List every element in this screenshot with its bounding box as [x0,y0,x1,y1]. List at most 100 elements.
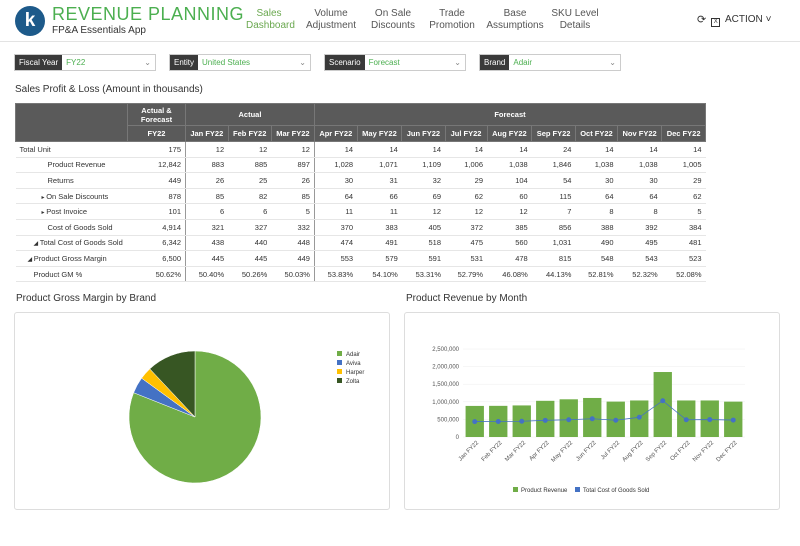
pl-title: Sales Profit & Loss (Amount in thousands… [15,84,203,95]
cogs-point[interactable] [566,417,572,423]
table-cell: 405 [401,219,445,236]
table-cell: 60 [487,188,532,205]
table-cell: 25 [228,172,272,189]
nav-sku-level-details[interactable]: SKU Level Details [551,8,599,31]
cogs-point[interactable] [519,418,525,424]
table-cell: 64 [575,188,618,205]
nav-volume-adjustment[interactable]: Volume Adjustment [305,8,357,31]
rev-bar-chart: 0 500,000 1,000,000 1,500,000 2,000,000 2,500… [432,347,745,494]
x-tick-label: Jul FY22 [600,440,621,461]
table-cell: 53.83% [314,266,358,283]
rev-chart-title: Product Revenue by Month [406,293,528,304]
revenue-bar[interactable] [653,372,672,437]
table-cell: 64 [617,188,662,205]
table-cell: 856 [531,219,576,236]
table-cell: 1,005 [661,157,706,174]
table-cell: 14 [575,141,618,158]
y-tick-label: 0 [456,435,460,441]
expand-toggle-icon[interactable]: ▸ [41,210,47,217]
cogs-point[interactable] [707,417,713,423]
x-tick-label: Nov FY22 [692,440,716,464]
table-cell: 54.10% [357,266,402,283]
app-header: k REVENUE PLANNING FP&A Essentials App S… [0,0,800,42]
table-cell: 52.08% [661,266,706,283]
nav-base-assumptions[interactable]: Base Assumptions [486,8,544,31]
table-cell: 50.40% [185,266,229,283]
table-cell: 4,914 [127,219,186,236]
refresh-icon[interactable]: ⟳ [697,14,707,26]
table-cell: 31 [357,172,402,189]
chevron-down-icon: ⌄ [454,58,461,67]
column-header: Jul FY22 [444,125,488,142]
expand-toggle-icon[interactable]: ▸ [41,194,47,201]
cogs-point[interactable] [589,416,595,422]
nav-trade-promotion[interactable]: Trade Promotion [429,8,475,31]
table-cell: 14 [617,141,662,158]
nav-on-sale-discounts[interactable]: On Sale Discounts [371,8,415,31]
pie-slice-zolta[interactable] [149,350,196,418]
cogs-point[interactable] [730,417,736,423]
table-cell: 897 [271,157,315,174]
cogs-point[interactable] [683,417,689,423]
table-cell: 518 [401,235,445,252]
table-cell: 327 [228,219,272,236]
x-tick-label: May FY22 [551,440,575,464]
table-cell: 115 [531,188,576,205]
table-cell: 85 [185,188,229,205]
row-label[interactable]: ▸ Post Invoice [15,203,128,220]
table-cell: 7 [531,203,576,220]
cogs-point[interactable] [636,414,642,420]
legend-swatch [575,487,580,492]
nav-sales-dashboard[interactable]: Sales Dashboard [246,8,295,31]
table-cell: 370 [314,219,358,236]
cogs-point[interactable] [542,417,548,423]
row-label[interactable]: ◢ Product Gross Margin [15,250,128,267]
row-label[interactable]: ◢ Total Cost of Goods Sold [15,235,128,252]
row-label[interactable]: ▸ On Sale Discounts [15,188,128,205]
app-title: REVENUE PLANNING [52,4,245,24]
table-cell: 6 [185,203,229,220]
table-cell: 388 [575,219,618,236]
cogs-point[interactable] [613,417,619,423]
expand-toggle-icon[interactable]: ◢ [27,256,34,263]
table-header-group-row: Actual & Forecast Actual Forecast [15,103,707,142]
table-cell: 885 [228,157,272,174]
table-cell: 6,342 [127,235,186,252]
column-header: Apr FY22 [313,125,358,142]
column-header: Jun FY22 [401,125,446,142]
table-cell: 14 [445,141,488,158]
filter-value: FY22 ⌄ [62,55,155,70]
cogs-point[interactable] [660,398,666,404]
entity-filter[interactable]: Entity United States ⌄ [169,54,311,71]
action-menu[interactable]: ACTION ˅ [725,14,771,25]
table-cell: 475 [445,235,488,252]
header-group-actual: Actual [185,103,315,126]
cogs-point[interactable] [495,419,501,425]
table-cell: 445 [185,250,229,267]
x-tick-label: Jun FY22 [575,440,598,463]
table-cell: 1,038 [617,157,662,174]
cogs-point[interactable] [472,419,478,425]
table-cell: 14 [314,141,358,158]
y-tick-label: 1,000,000 [432,400,459,406]
legend-label: Adair [346,352,360,358]
table-cell: 1,846 [531,157,576,174]
table-cell: 1,031 [531,235,576,252]
table-row: Product GM % 50.62% 50.40% 50.26% 50.03% 53.8… [15,266,706,283]
brand-filter[interactable]: Brand Adair ⌄ [479,54,621,71]
scenario-filter[interactable]: Scenario Forecast ⌄ [324,54,466,71]
column-header: Feb FY22 [227,125,272,142]
excel-export-icon[interactable]: X [711,18,721,27]
column-header: May FY22 [356,125,403,142]
expand-toggle-icon[interactable]: ◢ [33,241,40,248]
table-cell: 14 [401,141,445,158]
table-cell: 321 [185,219,229,236]
gm-chart-card: Adair Aviva Harper Zolta [14,312,390,510]
fiscal-year-filter[interactable]: Fiscal Year FY22 ⌄ [14,54,156,71]
table-cell: 30 [617,172,662,189]
table-cell: 1,006 [445,157,488,174]
table-cell: 62 [661,188,706,205]
table-cell: 14 [661,141,706,158]
filter-value: Forecast ⌄ [365,55,465,70]
table-cell: 591 [401,250,445,267]
